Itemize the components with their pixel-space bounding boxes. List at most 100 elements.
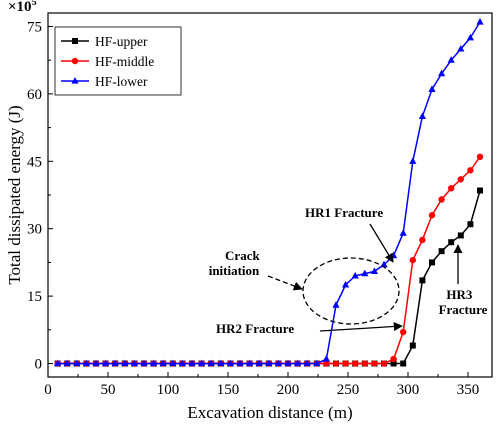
data-point	[351, 271, 359, 279]
data-point	[226, 359, 234, 367]
data-point	[63, 359, 71, 367]
data-point	[92, 359, 100, 367]
data-point	[419, 277, 426, 284]
y-tick-label: 30	[27, 222, 42, 238]
y-tick-label: 0	[35, 357, 43, 373]
data-point	[419, 236, 426, 244]
data-point	[332, 301, 340, 308]
y-multiplier-exponent: 5	[32, 0, 37, 8]
y-axis: 0 15 30 45 60 75	[27, 19, 53, 373]
data-point	[418, 112, 426, 119]
x-tick-label: 300	[397, 382, 420, 398]
legend-label: HF-upper	[95, 34, 148, 49]
data-point	[429, 259, 435, 266]
series-line	[57, 190, 481, 365]
hr3-fracture-label: HR3 Fracture	[439, 287, 488, 317]
data-point	[477, 187, 483, 194]
hr2-fracture-line-1: HR2 Fracture	[216, 321, 294, 336]
data-point	[390, 360, 397, 367]
crack-initiation-line-2: initiation	[209, 263, 260, 278]
data-point	[457, 176, 464, 183]
x-tick-label: 350	[457, 382, 480, 398]
data-point	[246, 359, 254, 367]
annotations: Crack initiation HR1 Fracture HR2 Fractu…	[209, 205, 488, 336]
data-point	[476, 153, 484, 161]
data-point	[438, 196, 445, 203]
y-axis-title: Total dissipated energy (J)	[5, 105, 24, 284]
y-tick-label: 75	[27, 19, 42, 35]
data-point	[73, 359, 81, 367]
legend-swatch-marker	[71, 77, 79, 84]
hr2-fracture-arrow	[319, 321, 403, 332]
data-point	[323, 360, 330, 367]
legend-label: HF-middle	[95, 54, 154, 69]
data-point	[294, 359, 302, 367]
data-point	[352, 360, 359, 367]
x-axis-title: Excavation distance (m)	[187, 403, 352, 422]
data-point	[140, 359, 148, 367]
crack-initiation-ellipse	[302, 257, 400, 325]
data-point	[313, 359, 321, 367]
data-point	[102, 359, 110, 367]
data-point	[284, 359, 292, 367]
data-point	[178, 359, 186, 367]
data-point	[380, 360, 388, 367]
series-hf-lower	[54, 17, 484, 367]
data-point	[467, 221, 474, 228]
hr1-fracture-line-1: HR1 Fracture	[305, 205, 383, 220]
data-point	[332, 360, 340, 367]
data-point	[466, 33, 474, 41]
data-point	[428, 212, 436, 219]
hr1-fracture-arrow	[369, 223, 394, 263]
data-point	[409, 157, 417, 164]
data-point	[188, 359, 196, 367]
x-tick-label: 250	[337, 382, 360, 398]
x-axis: 0 50 100 150 200 250 300 350	[44, 372, 479, 398]
hr2-fracture-label: HR2 Fracture	[216, 321, 294, 336]
data-point	[322, 355, 330, 362]
data-point	[428, 85, 436, 92]
hr3-fracture-line-2: Fracture	[439, 302, 488, 317]
series-hf-upper	[54, 187, 483, 367]
data-point	[130, 359, 138, 367]
y-tick-label: 60	[27, 87, 42, 103]
data-point	[390, 251, 398, 259]
data-point	[409, 342, 416, 349]
data-point	[457, 44, 465, 52]
data-point	[198, 359, 206, 367]
x-tick-label: 150	[217, 382, 240, 398]
data-point	[169, 359, 177, 367]
data-point	[303, 359, 311, 367]
y-tick-label: 15	[27, 289, 42, 305]
crack-initiation-label: Crack initiation	[209, 248, 263, 278]
data-point	[82, 359, 90, 367]
legend-label: HF-lower	[95, 74, 148, 89]
data-point	[217, 359, 225, 367]
data-point	[159, 359, 167, 367]
series-layer	[54, 17, 484, 367]
crack-initiation-line-1: Crack	[225, 248, 260, 263]
data-point	[476, 17, 484, 25]
data-point	[457, 232, 464, 239]
data-point	[409, 256, 416, 264]
data-point	[400, 360, 407, 367]
data-point	[438, 69, 446, 77]
y-tick-label: 45	[27, 154, 42, 170]
data-point	[438, 248, 445, 255]
data-point	[370, 267, 378, 274]
y-multiplier: ×105	[8, 0, 37, 15]
data-point	[265, 359, 273, 367]
crack-initiation-arrow	[267, 275, 303, 291]
legend-swatch-marker	[72, 38, 78, 44]
legend-swatch-marker	[71, 57, 79, 65]
data-point	[447, 56, 455, 63]
data-point	[274, 359, 282, 367]
data-point	[399, 229, 407, 236]
x-tick-label: 200	[277, 382, 300, 398]
data-point	[448, 185, 455, 192]
data-point	[400, 328, 407, 336]
data-point	[342, 280, 350, 288]
data-point	[150, 359, 158, 367]
data-point	[390, 355, 397, 363]
